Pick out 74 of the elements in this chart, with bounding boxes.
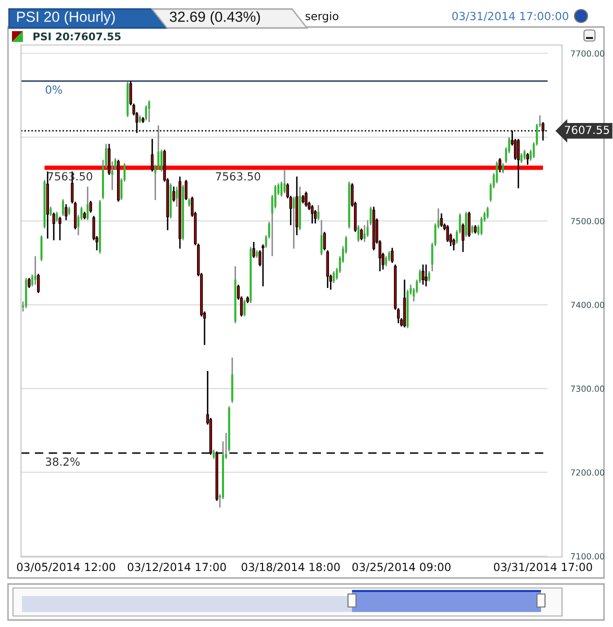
candlestick xyxy=(50,206,52,217)
candlestick xyxy=(64,204,68,221)
candlestick xyxy=(385,255,388,267)
candlestick xyxy=(422,264,424,286)
candlestick xyxy=(480,216,482,236)
candlestick xyxy=(52,212,56,241)
candlestick xyxy=(111,160,114,191)
chart-title: PSI 20 (Hourly) xyxy=(17,11,115,25)
x-tick-label: 03/25/2014 09:00 xyxy=(352,562,451,572)
y-tick-label: 7400.00 xyxy=(571,302,604,308)
x-tick-label: 03/12/2014 17:00 xyxy=(128,562,226,572)
candlestick xyxy=(310,204,314,224)
candlestick xyxy=(357,224,360,243)
candlestick xyxy=(62,198,64,217)
candlestick xyxy=(452,238,456,251)
candlestick xyxy=(212,449,215,460)
candlestick xyxy=(304,190,308,208)
x-tick-label: 03/18/2014 18:00 xyxy=(242,562,340,572)
candlestick xyxy=(502,162,504,174)
candlestick xyxy=(40,234,42,262)
candlestick xyxy=(465,211,468,238)
candlestick xyxy=(34,255,36,286)
candlestick xyxy=(440,212,443,228)
ref-line-label: 7607.55 xyxy=(564,126,609,134)
annotation: 38.2% xyxy=(46,457,80,466)
candlestick xyxy=(292,196,295,250)
candlestick xyxy=(390,247,394,264)
text: sergio xyxy=(306,12,338,22)
text: 03/31/2014 17:00:00 xyxy=(452,12,568,22)
candlestick xyxy=(428,270,430,282)
candlestick xyxy=(89,200,92,214)
candlestick xyxy=(58,216,62,241)
y-tick-label: 7500.00 xyxy=(571,218,604,224)
x-tick-label: 03/05/2014 12:00 xyxy=(17,562,116,572)
candlestick xyxy=(520,152,522,164)
candlestick xyxy=(526,152,529,166)
candlestick xyxy=(172,186,176,202)
candlestick xyxy=(244,299,246,318)
candlestick xyxy=(388,250,390,262)
annotation: 7563.50 xyxy=(216,172,260,181)
candlestick xyxy=(86,186,89,221)
candlestick xyxy=(424,264,428,288)
candlestick xyxy=(320,219,322,256)
candlestick xyxy=(524,149,526,160)
y-tick-label: 7300.00 xyxy=(571,386,604,392)
candlestick xyxy=(446,224,449,243)
candlestick xyxy=(252,241,256,259)
candlestick xyxy=(184,179,188,201)
annotation: 0% xyxy=(46,85,62,94)
candlestick xyxy=(360,228,363,241)
candlestick xyxy=(145,104,148,122)
candlestick xyxy=(317,204,320,221)
candlestick xyxy=(314,209,317,224)
candlestick xyxy=(323,231,326,251)
candlestick xyxy=(468,211,471,238)
candlestick xyxy=(462,222,464,253)
legend-label: PSI 20:7607.55 xyxy=(34,32,121,40)
candlestick xyxy=(332,270,335,284)
candlestick xyxy=(364,224,366,243)
candlestick xyxy=(284,169,286,194)
candlestick xyxy=(148,100,150,123)
candlestick xyxy=(56,211,58,223)
y-tick-label: 7700.00 xyxy=(571,50,604,57)
candlestick xyxy=(486,206,489,220)
candlestick xyxy=(498,157,502,174)
candlestick xyxy=(150,138,154,172)
candlestick xyxy=(262,244,264,288)
candlestick xyxy=(37,273,40,294)
chart-subtitle: 32.69 (0.43%) xyxy=(170,11,260,25)
x-tick-label: 03/31/2014 17:00 xyxy=(494,562,592,572)
y-tick-label: 7100.00 xyxy=(571,553,604,560)
candlestick xyxy=(176,186,178,208)
y-tick-label: 7200.00 xyxy=(571,469,604,476)
candlestick xyxy=(517,138,520,189)
